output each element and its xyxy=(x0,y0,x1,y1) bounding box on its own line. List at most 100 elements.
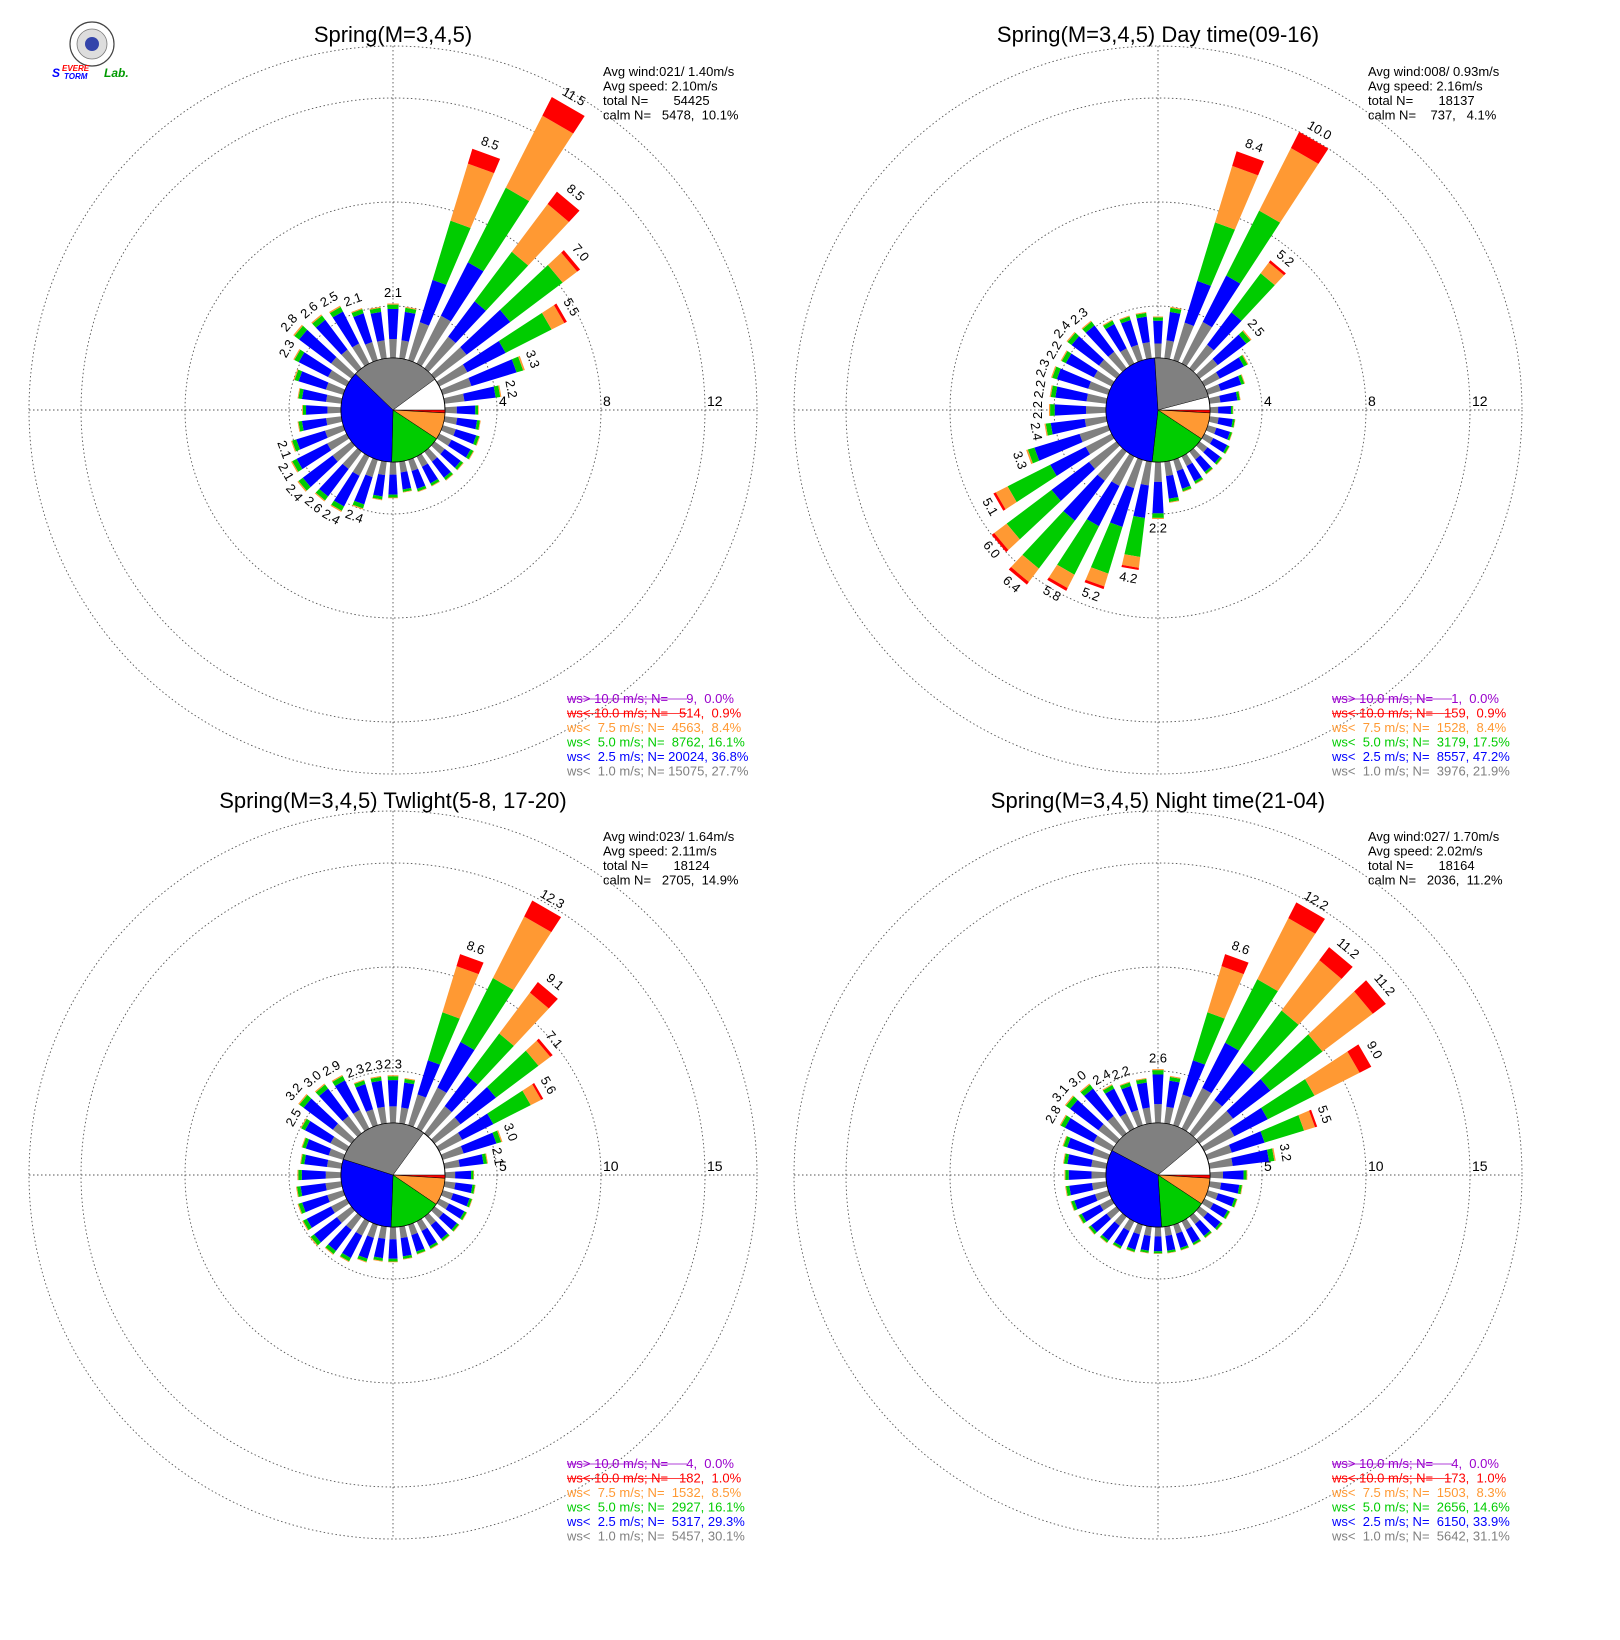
wind-bar-segment xyxy=(1119,1081,1130,1086)
wind-bar-segment xyxy=(1218,375,1242,391)
wind-bar-segment xyxy=(332,1123,356,1144)
wind-bar-segment xyxy=(1119,315,1130,320)
wind-bar-segment xyxy=(1152,481,1164,514)
wind-bar-segment xyxy=(1195,479,1204,485)
wind-bar-segment xyxy=(297,388,301,399)
wind-bar-segment xyxy=(462,1212,468,1221)
bar-value-label: 4.2 xyxy=(1118,569,1138,587)
ring-label: 12 xyxy=(707,393,723,409)
wind-bar-segment xyxy=(292,458,303,472)
wind-bar-segment xyxy=(1088,381,1111,395)
wind-bar-segment xyxy=(370,311,385,342)
wind-bar-segment xyxy=(1229,432,1233,441)
wind-bar-segment xyxy=(1121,1085,1139,1113)
wind-bar-segment xyxy=(1065,1096,1078,1109)
wind-bar-segment xyxy=(399,340,409,360)
bar-value-label: 2.6 xyxy=(1149,1050,1167,1065)
wind-bar-segment xyxy=(547,252,578,283)
wind-bar-segment xyxy=(1052,366,1061,380)
wind-bar-segment xyxy=(365,457,378,478)
legend-entry: ws> 10.0 m/s; N= 1, 0.0% xyxy=(1331,691,1499,706)
wind-bar-segment xyxy=(444,1171,456,1179)
wind-bar-segment xyxy=(416,1087,447,1132)
wind-bar-segment xyxy=(429,1242,439,1249)
wind-bar-segment xyxy=(1240,374,1246,384)
legend-entry: ws< 1.0 m/s; N= 5642, 31.1% xyxy=(1331,1529,1510,1544)
wind-bar-segment xyxy=(1203,1230,1212,1238)
wind-bar-segment xyxy=(1086,481,1120,527)
wind-bar-segment xyxy=(304,1154,329,1168)
legend-entry: ws< 2.5 m/s; N= 5317, 29.3% xyxy=(566,1514,745,1529)
wind-bar-segment xyxy=(1154,1226,1162,1237)
wind-bar-segment xyxy=(1194,477,1204,484)
wind-bar-segment xyxy=(388,474,398,495)
wind-bar-segment xyxy=(1153,1236,1163,1252)
wind-bar-segment xyxy=(357,1258,367,1263)
wind-bar-segment xyxy=(455,1170,472,1180)
wind-bar-segment xyxy=(499,992,549,1046)
stat-line: total N= 54425 xyxy=(603,93,710,108)
stat-line: Avg speed: 2.10m/s xyxy=(603,79,718,94)
windrose-panel: Spring(M=3,4,5) Twlight(5-8, 17-20) 5 10 15… xyxy=(28,788,758,1544)
wind-bar-segment xyxy=(1153,320,1163,344)
wind-bar-segment xyxy=(353,313,373,345)
wind-bar-segment xyxy=(332,1075,345,1086)
wind-bar-segment xyxy=(416,1248,426,1255)
wind-bar-segment xyxy=(1133,484,1149,518)
wind-bar-segment xyxy=(326,416,343,426)
wind-bar-segment xyxy=(331,357,356,379)
wind-bar-segment xyxy=(329,306,344,318)
wind-bar-segment xyxy=(1218,406,1231,414)
wind-bar-segment xyxy=(306,405,328,415)
panel-title: Spring(M=3,4,5) Day time(09-16) xyxy=(997,22,1319,47)
wind-bar-segment xyxy=(1079,425,1111,443)
wind-bar-segment xyxy=(430,1206,444,1218)
wind-bar-segment xyxy=(1060,1115,1071,1128)
logo-seal-emblem xyxy=(85,37,99,51)
wind-bar-segment xyxy=(298,1202,306,1214)
wind-bar-segment xyxy=(466,1198,473,1208)
wind-bar-segment xyxy=(1243,1170,1247,1180)
wind-bar-segment xyxy=(1208,1181,1222,1190)
wind-bar-segment xyxy=(297,421,301,432)
wind-bar-segment xyxy=(1257,918,1316,992)
wind-bar-segment xyxy=(358,1235,374,1259)
wind-bar-segment xyxy=(416,453,428,467)
logo-text-evere: EVERE xyxy=(62,64,90,73)
wind-bar-segment xyxy=(1093,1135,1115,1152)
wind-bar-segment xyxy=(1081,1204,1104,1222)
wind-bar-segment xyxy=(1217,417,1233,428)
wind-bar-segment xyxy=(304,1121,335,1144)
wind-bar-segment xyxy=(301,418,328,431)
legend-entry: ws< 10.0 m/s; N= 514, 0.9% xyxy=(566,706,742,721)
wind-bar-segment xyxy=(1064,1169,1066,1181)
wind-bar-segment xyxy=(1169,1075,1181,1079)
wind-bar-segment xyxy=(1164,1225,1172,1237)
wind-bar-segment xyxy=(1242,1010,1299,1073)
wind-bar-segment xyxy=(1214,1062,1255,1107)
wind-bar-segment xyxy=(1233,419,1236,428)
wind-bar-segment xyxy=(315,1084,329,1097)
wind-bar-segment xyxy=(1185,1226,1200,1244)
wind-bar-segment xyxy=(297,480,307,492)
wind-bar-segment xyxy=(417,1250,426,1255)
wind-bar-segment xyxy=(421,1227,437,1247)
wind-bar-segment xyxy=(311,314,323,324)
wind-bar-segment xyxy=(1203,447,1221,464)
wind-bar-segment xyxy=(305,1139,332,1156)
wind-bar-segment xyxy=(1102,1084,1113,1091)
wind-bar-segment xyxy=(1131,344,1143,363)
wind-bar-segment xyxy=(352,453,370,476)
wind-bar-segment xyxy=(443,416,458,425)
wind-bar-segment xyxy=(1062,1135,1068,1147)
bar-value-label: 2.3 xyxy=(344,1061,366,1081)
wind-bar-segment xyxy=(1140,1234,1151,1251)
wind-bar-segment xyxy=(1074,1194,1098,1210)
wind-bar-segment xyxy=(1242,354,1249,365)
wind-bar-segment xyxy=(1090,522,1123,574)
wind-bar-segment xyxy=(1131,1109,1143,1128)
wind-bar-segment xyxy=(1164,1106,1174,1125)
bar-value-label: 2.2 xyxy=(1030,401,1045,419)
wind-bar-segment xyxy=(1215,1193,1235,1207)
wind-bar-segment xyxy=(440,448,461,468)
